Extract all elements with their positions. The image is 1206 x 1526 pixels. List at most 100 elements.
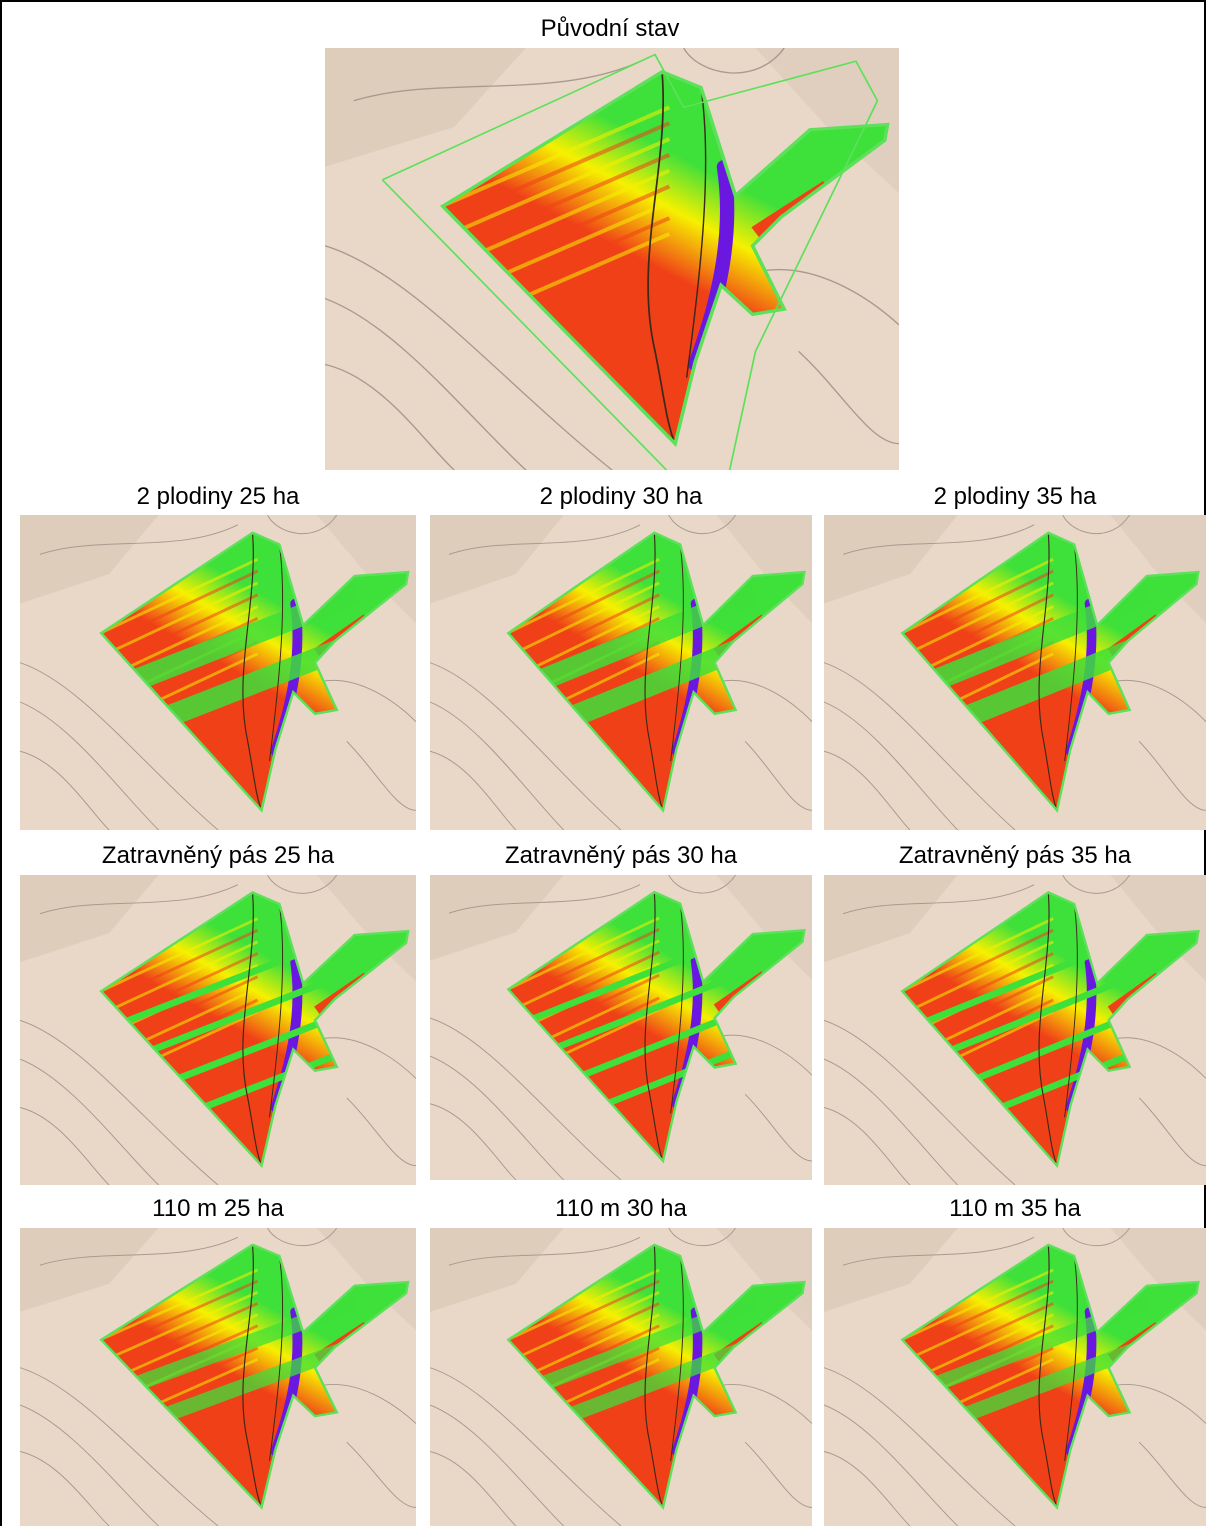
contour-line <box>20 1019 219 1185</box>
drainage-line <box>242 894 263 1166</box>
contour-line <box>430 1017 622 1180</box>
field-area <box>442 71 888 444</box>
contour-line <box>668 515 736 534</box>
panel-title-grass-25: Zatravněný pás 25 ha <box>101 842 335 869</box>
contour-line <box>842 884 1035 915</box>
contour-line <box>20 662 219 830</box>
map-panel-grass-25 <box>20 875 416 1185</box>
panel-title-m110-25: 110 m 25 ha <box>152 1195 284 1222</box>
contour-line <box>430 1451 517 1526</box>
contour-line <box>824 1107 911 1185</box>
map-panel-m110-35 <box>824 1228 1206 1526</box>
contour-line <box>1062 1228 1130 1246</box>
terrain-shading <box>20 1228 159 1312</box>
field-boundary <box>99 1243 410 1510</box>
contour-line <box>430 750 517 830</box>
panel-title-crops2-30: 2 plodiny 30 ha <box>539 483 703 510</box>
contour-line <box>716 1034 812 1076</box>
panel-title-crops2-25: 2 plodiny 25 ha <box>136 483 300 510</box>
drainage-line <box>670 903 684 1114</box>
erosion-map <box>824 1228 1206 1526</box>
drainage-line <box>268 903 284 1118</box>
drainage-line <box>268 544 284 762</box>
contour-line <box>798 350 899 445</box>
map-panel-grass-30 <box>430 875 812 1180</box>
panel-title-grass-30: Zatravněný pás 30 ha <box>504 842 738 869</box>
contour-line <box>39 884 239 915</box>
map-panel-crops2-35 <box>824 515 1206 830</box>
contour-line <box>1138 1097 1206 1167</box>
contour-line <box>20 1404 159 1526</box>
contour-line <box>824 662 1016 830</box>
drainage-line <box>1064 903 1078 1118</box>
terrain-shading <box>325 48 526 167</box>
contour-line <box>430 1055 565 1180</box>
map-panel-crops2-25 <box>20 515 416 830</box>
drainage-line <box>685 87 707 378</box>
terrain-shading <box>824 515 958 604</box>
contour-line <box>668 1228 736 1246</box>
panel-title-m110-35: 110 m 35 ha <box>949 1195 1081 1222</box>
contour-line <box>1062 515 1130 534</box>
panel-title-grass-35: Zatravněný pás 35 ha <box>898 842 1132 869</box>
contour-line <box>430 662 622 830</box>
contour-line <box>430 1103 517 1180</box>
terrain-shading <box>824 1228 958 1312</box>
contour-line <box>1110 1037 1206 1079</box>
panel-title-m110-30: 110 m 30 ha <box>555 1195 687 1222</box>
field-boundary <box>99 891 410 1169</box>
contour-line <box>668 875 736 894</box>
contour-line <box>824 1019 1016 1185</box>
contour-line <box>716 680 812 723</box>
contour-line <box>824 1451 911 1526</box>
contour-line <box>20 750 110 830</box>
contour-line <box>267 515 338 534</box>
contour-line <box>1138 741 1206 811</box>
field-boundary <box>506 531 806 813</box>
drainage-line <box>1064 544 1078 762</box>
field-boundary <box>439 69 890 448</box>
map-panel-original <box>325 48 899 470</box>
contour-line <box>1138 1441 1206 1508</box>
erosion-map <box>430 875 812 1180</box>
erosion-map <box>824 875 1206 1185</box>
contour-line <box>430 1404 565 1526</box>
contour-line <box>744 1441 812 1508</box>
contour-line <box>842 1236 1035 1266</box>
terrain-shading <box>430 515 564 604</box>
erosion-map <box>824 515 1206 830</box>
contour-line <box>824 701 959 830</box>
field-area <box>101 892 409 1166</box>
panel-title-crops2-35: 2 plodiny 35 ha <box>933 483 1097 510</box>
field-boundary <box>99 531 410 813</box>
map-panel-grass-35 <box>824 875 1206 1185</box>
contour-line <box>267 875 338 894</box>
drainage-line <box>670 544 684 762</box>
field-area <box>508 892 805 1161</box>
drainage-line <box>644 1246 664 1508</box>
drainage-line <box>1038 894 1058 1166</box>
contour-line <box>1110 1384 1206 1424</box>
map-panel-m110-30 <box>430 1228 812 1526</box>
contour-line <box>824 1404 959 1526</box>
erosion-map <box>430 515 812 830</box>
terrain-shading <box>824 875 958 963</box>
drainage-line <box>242 1246 263 1508</box>
erosion-map <box>20 515 416 830</box>
contour-line <box>325 245 613 470</box>
field-boundary <box>900 891 1200 1169</box>
contour-line <box>430 701 565 830</box>
erosion-map <box>20 1228 416 1526</box>
contour-line <box>20 701 159 830</box>
drainage-line <box>647 74 676 444</box>
contour-line <box>716 1384 812 1424</box>
contour-line <box>448 1236 641 1266</box>
contour-line <box>824 1058 959 1185</box>
contour-line <box>448 524 641 555</box>
contour-line <box>755 268 899 326</box>
contour-line <box>39 1236 239 1266</box>
terrain-shading <box>20 515 159 604</box>
field-boundary <box>506 890 806 1164</box>
contour-line <box>824 1367 1016 1526</box>
contour-line <box>1110 680 1206 723</box>
